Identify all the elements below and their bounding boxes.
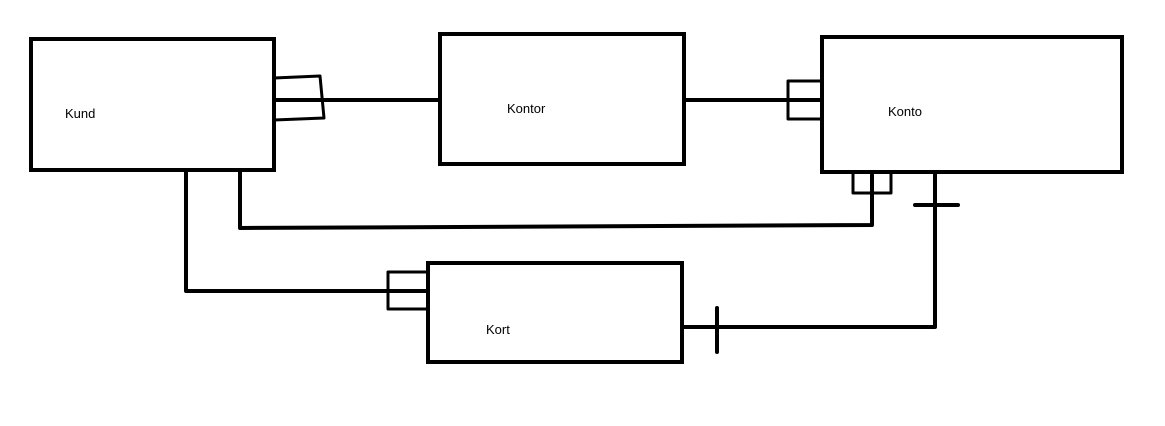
entity-kund-label: Kund — [65, 106, 95, 121]
relationship-kund-kontor — [272, 74, 442, 122]
entity-konto-label: Konto — [888, 104, 922, 119]
entity-kund-box — [29, 37, 276, 172]
connector-line — [184, 170, 430, 293]
many-notation-icon — [851, 170, 893, 195]
relationship-kontor-konto — [682, 79, 824, 121]
entity-kort-box — [426, 261, 684, 364]
entity-kund[interactable]: Kund — [29, 37, 276, 172]
entity-kort-label: Kort — [486, 322, 510, 337]
connector-line — [680, 170, 937, 329]
relationship-konto-kort — [680, 170, 960, 354]
entity-konto-box — [820, 35, 1124, 174]
entity-konto[interactable]: Konto — [820, 35, 1124, 174]
many-notation-icon — [786, 79, 824, 121]
entity-kontor[interactable]: Kontor — [438, 32, 686, 166]
entity-kort[interactable]: Kort — [426, 261, 684, 364]
relationship-kund-konto — [238, 170, 893, 230]
connector-line — [238, 170, 874, 230]
entity-kontor-label: Kontor — [507, 101, 546, 116]
many-notation-icon — [272, 74, 326, 122]
many-notation-icon — [386, 270, 430, 311]
relationship-kund-kort — [184, 170, 430, 311]
entity-kontor-box — [438, 32, 686, 166]
